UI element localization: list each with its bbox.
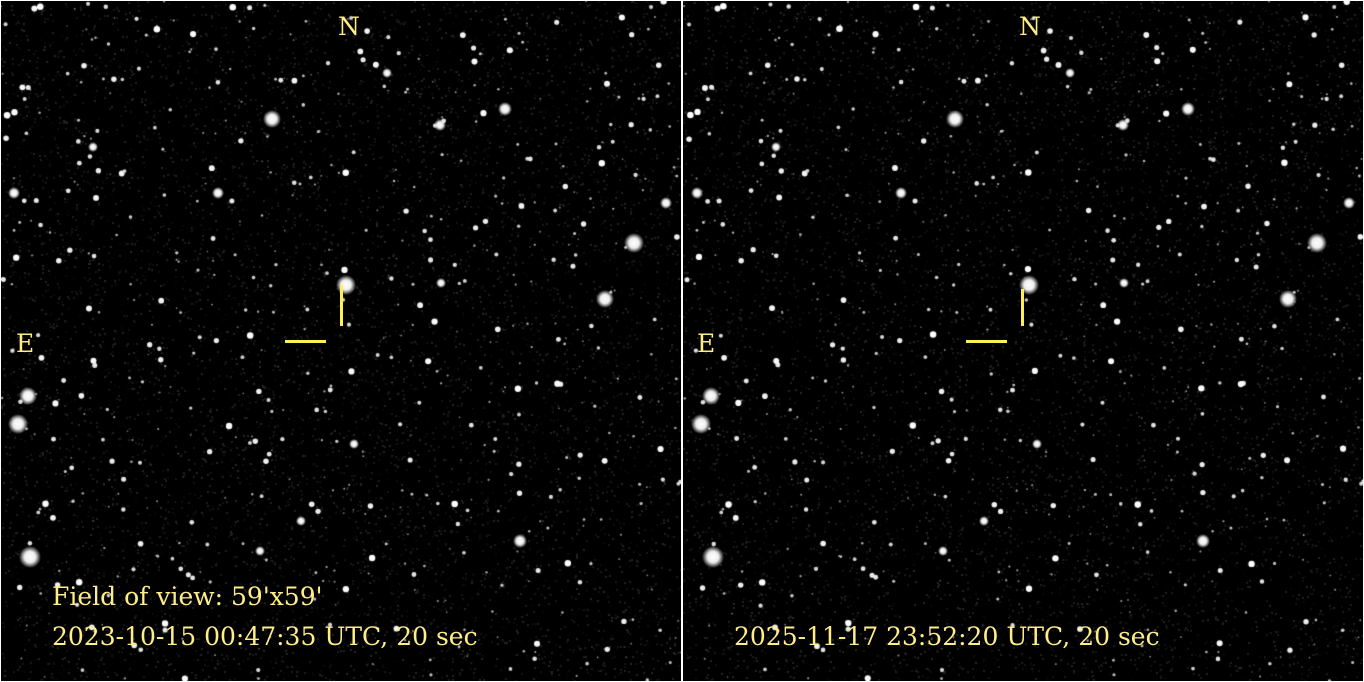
- target-marker-horizontal: [966, 340, 1007, 343]
- field-of-view-label: Field of view: 59'x59': [52, 582, 323, 611]
- star-field: [683, 1, 1363, 681]
- sky-image-2025: N E 2025-11-17 23:52:20 UTC, 20 sec: [683, 1, 1363, 681]
- star-field: [1, 1, 681, 681]
- target-marker-vertical: [1021, 289, 1024, 326]
- timestamp-label: 2025-11-17 23:52:20 UTC, 20 sec: [734, 622, 1160, 651]
- east-label: E: [16, 329, 35, 358]
- timestamp-label: 2023-10-15 00:47:35 UTC, 20 sec: [52, 622, 478, 651]
- east-label: E: [697, 329, 716, 358]
- north-label: N: [338, 12, 360, 41]
- sky-image-2023: N E Field of view: 59'x59' 2023-10-15 00…: [1, 1, 681, 681]
- target-marker-horizontal: [285, 340, 326, 343]
- target-marker-vertical: [340, 285, 343, 326]
- north-label: N: [1019, 12, 1041, 41]
